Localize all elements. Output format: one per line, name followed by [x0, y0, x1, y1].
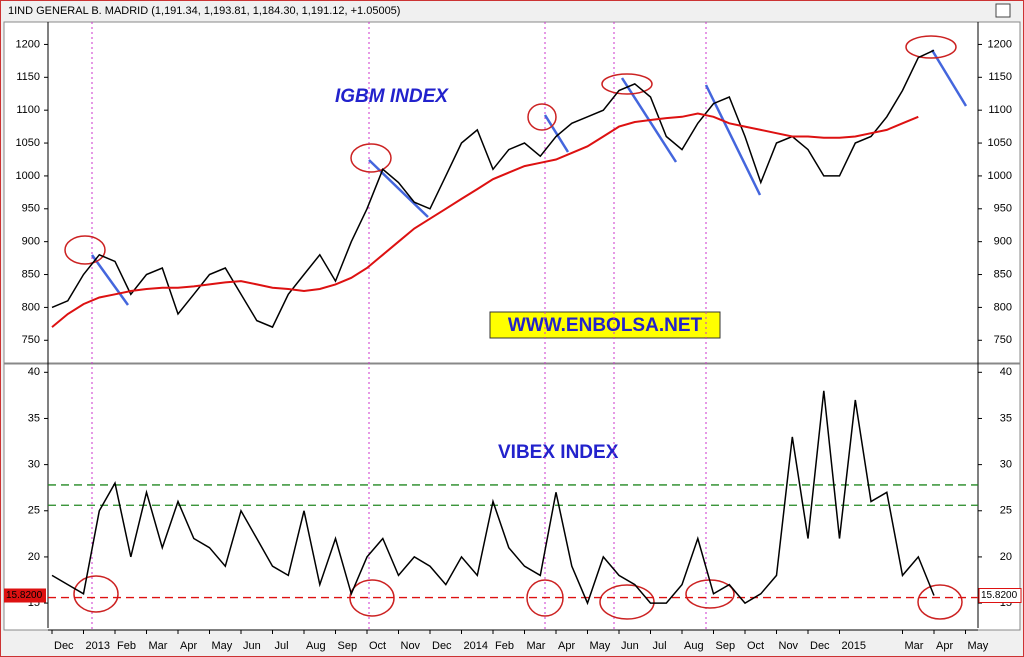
y-tick-label-right: 1100 — [988, 104, 1012, 116]
y-tick-label: 25 — [28, 505, 40, 517]
event-lines — [91, 22, 707, 630]
x-tick-label: Dec — [810, 640, 830, 652]
last-value-label: 15.8200 — [6, 590, 43, 601]
y-tick-label-right: 35 — [1000, 412, 1012, 424]
y-tick-label: 900 — [22, 236, 40, 248]
x-tick-label: Aug — [684, 640, 704, 652]
y-tick-label-right: 30 — [1000, 459, 1012, 471]
y-tick-label: 1100 — [16, 104, 40, 116]
x-tick-label: Mar — [905, 640, 924, 652]
header: 1IND GENERAL B. MADRID (1,191.34, 1,193.… — [8, 5, 400, 17]
y-tick-label-right: 900 — [994, 236, 1012, 248]
x-tick-label: Aug — [306, 640, 326, 652]
y-tick-label-right: 25 — [1000, 505, 1012, 517]
y-tick-label: 35 — [28, 412, 40, 424]
x-tick-label: 2013 — [86, 640, 110, 652]
y-tick-label: 850 — [22, 268, 40, 280]
watermark: WWW.ENBOLSA.NET — [508, 315, 703, 336]
y-tick-label: 800 — [22, 301, 40, 313]
x-tick-label: Sep — [716, 640, 736, 652]
x-tick-label: Nov — [401, 640, 421, 652]
x-tick-label: Apr — [558, 640, 575, 652]
y-tick-label: 1000 — [16, 170, 40, 182]
y-tick-label: 750 — [22, 334, 40, 346]
y-tick-label-right: 1200 — [988, 38, 1012, 50]
last-value-box — [978, 588, 1022, 604]
x-tick-label: Feb — [117, 640, 136, 652]
x-tick-label: Apr — [180, 640, 197, 652]
x-tick-label: May — [590, 640, 611, 652]
y-tick-label: 30 — [28, 459, 40, 471]
y-tick-label-right: 1050 — [988, 137, 1012, 149]
annotation: VIBEX INDEX — [498, 442, 619, 463]
y-tick-label-right: 1000 — [988, 170, 1012, 182]
data-line — [51, 49, 935, 329]
y-tick-label-right: 950 — [994, 203, 1012, 215]
x-tick-label: May — [968, 640, 989, 652]
top-panel — [3, 21, 1021, 364]
y-tick-label-right: 850 — [994, 268, 1012, 280]
y-tick-label: 1200 — [16, 38, 40, 50]
x-tick-label: Oct — [369, 640, 386, 652]
x-tick-label: Oct — [747, 640, 764, 652]
y-tick-label-right: 40 — [1000, 366, 1012, 378]
y-tick-label-right: 800 — [994, 301, 1012, 313]
x-tick-label: 2015 — [842, 640, 866, 652]
last-value-box — [4, 588, 46, 603]
x-tick-label: Jul — [275, 640, 289, 652]
last-value-label: 15.8200 — [981, 590, 1018, 601]
x-tick-label: Apr — [936, 640, 953, 652]
data-line — [51, 112, 919, 328]
data-line — [51, 390, 935, 606]
annotation: IGBM INDEX — [335, 86, 449, 107]
x-tick-label: Jun — [621, 640, 639, 652]
watermark-box — [489, 311, 721, 339]
x-tick-label: Nov — [779, 640, 799, 652]
x-tick-label: Jun — [243, 640, 261, 652]
x-tick-label: May — [212, 640, 233, 652]
x-tick-label: Dec — [54, 640, 74, 652]
y-tick-label: 20 — [28, 551, 40, 563]
x-tick-label: Sep — [338, 640, 358, 652]
y-tick-label-right: 750 — [994, 334, 1012, 346]
x-tick-label: 2014 — [464, 640, 488, 652]
x-tick-label: Mar — [527, 640, 546, 652]
bottom-panel — [3, 363, 1021, 631]
y-tick-label-right: 1150 — [988, 71, 1012, 83]
x-tick-label: Dec — [432, 640, 452, 652]
window-button[interactable] — [995, 3, 1011, 18]
y-tick-label: 1150 — [16, 71, 40, 83]
x-tick-label: Mar — [149, 640, 168, 652]
y-tick-label-right: 20 — [1000, 551, 1012, 563]
x-tick-label: Feb — [495, 640, 514, 652]
y-tick-label: 40 — [28, 366, 40, 378]
x-tick-label: Jul — [653, 640, 667, 652]
y-tick-label: 1050 — [16, 137, 40, 149]
y-tick-label: 950 — [22, 203, 40, 215]
